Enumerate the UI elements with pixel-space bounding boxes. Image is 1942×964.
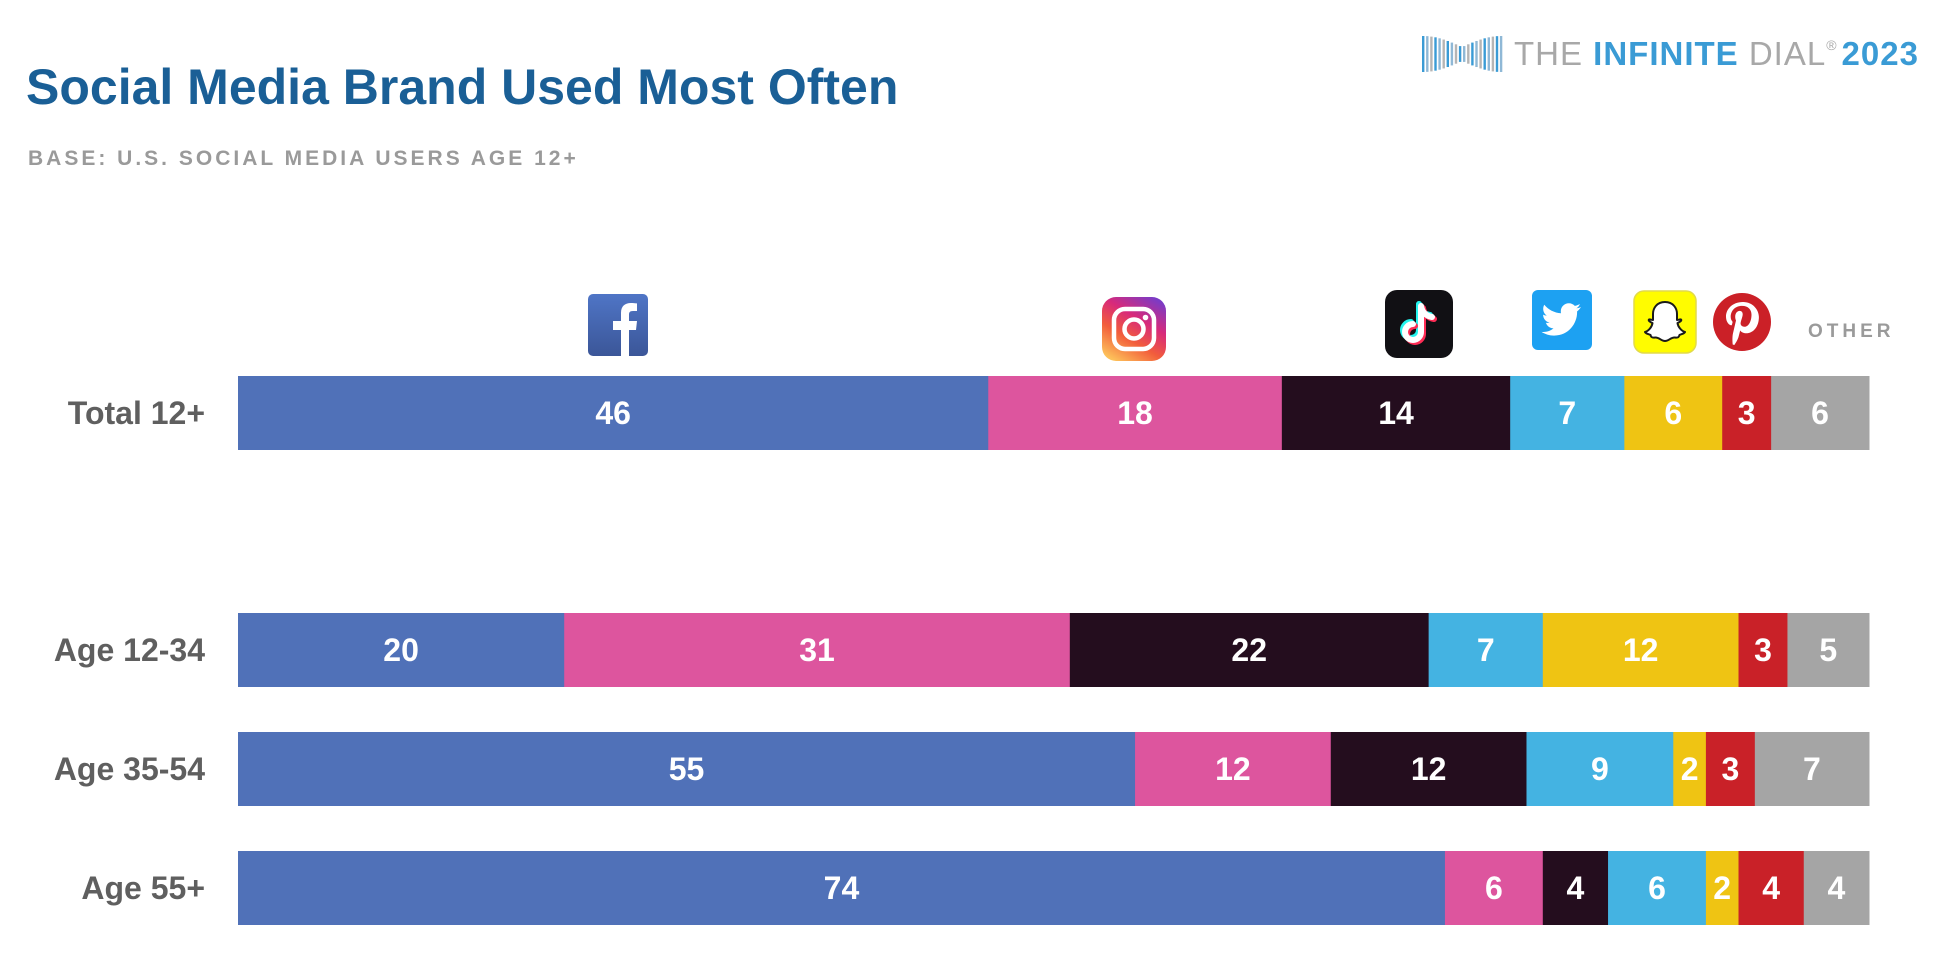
logo-bar: [1467, 44, 1470, 64]
data-label: 12: [1215, 751, 1251, 787]
data-label: 4: [1567, 870, 1585, 906]
facebook-icon: [588, 294, 648, 356]
bar-segment-instagram: [1444, 851, 1544, 925]
bar-segment-facebook: [238, 376, 989, 450]
logo-the: THE: [1514, 35, 1583, 72]
bar-segment-pinterest: [1738, 851, 1805, 925]
data-label: 2: [1681, 751, 1699, 787]
data-label: 3: [1721, 751, 1739, 787]
bar-segment-instagram: [1135, 732, 1332, 806]
bar-segment-snapchat: [1705, 851, 1740, 925]
bar-segment-instagram: [564, 613, 1071, 687]
logo-year: 2023: [1841, 35, 1919, 72]
row-label: Age 12-34: [54, 632, 205, 668]
bar-segment-snapchat: [1624, 376, 1723, 450]
logo-bar: [1463, 46, 1466, 62]
bar-segment-twitter: [1510, 376, 1625, 450]
logo-bar: [1491, 36, 1495, 72]
bar-segment-snapchat: [1542, 613, 1740, 687]
data-label: 20: [383, 632, 419, 668]
bar-segment-other: [1754, 732, 1870, 806]
data-label: 7: [1803, 751, 1821, 787]
logo-bar: [1446, 40, 1449, 68]
data-label: 5: [1819, 632, 1837, 668]
data-label: 7: [1558, 395, 1576, 431]
data-label: 6: [1664, 395, 1682, 431]
logo-bar: [1471, 42, 1474, 66]
bar-segment-twitter: [1608, 851, 1707, 925]
instagram-icon: [1102, 297, 1166, 361]
data-label: 14: [1378, 395, 1414, 431]
data-label: 3: [1738, 395, 1756, 431]
bar-segment-facebook: [238, 851, 1446, 925]
data-label: 18: [1117, 395, 1153, 431]
data-label: 4: [1762, 870, 1780, 906]
data-label: 6: [1811, 395, 1829, 431]
bar-segment-other: [1787, 613, 1870, 687]
data-label: 46: [595, 395, 631, 431]
tiktok-icon: [1385, 290, 1453, 358]
bar-segment-pinterest: [1738, 613, 1788, 687]
logo-bar: [1454, 44, 1458, 64]
bar-segment-facebook: [238, 732, 1136, 806]
twitter-icon: [1532, 290, 1592, 350]
other-legend-label: OTHER: [1808, 321, 1895, 342]
infinity-logo-icon: [1422, 36, 1503, 72]
data-label: 6: [1648, 870, 1666, 906]
pinterest-icon: [1713, 293, 1771, 351]
bar-segment-snapchat: [1673, 732, 1707, 806]
logo-bar: [1450, 42, 1454, 66]
logo-infinite: INFINITE: [1593, 35, 1739, 72]
logo-bar: [1479, 39, 1482, 69]
logo-bar: [1438, 38, 1441, 70]
bar-segment-tiktok: [1542, 851, 1609, 925]
data-label: 55: [669, 751, 705, 787]
bar-segment-facebook: [238, 613, 565, 687]
bar-segment-tiktok: [1069, 613, 1430, 687]
row-label: Age 55+: [81, 870, 205, 906]
logo-dial: DIAL: [1748, 35, 1827, 72]
chart-title: Social Media Brand Used Most Often: [26, 59, 899, 115]
data-label: 22: [1231, 632, 1267, 668]
logo-wordmark: THE INFINITE DIAL® 2023: [1514, 35, 1919, 73]
data-label: 7: [1477, 632, 1495, 668]
logo-bar: [1426, 36, 1429, 72]
registered-mark: ®: [1826, 37, 1838, 53]
data-label: 12: [1411, 751, 1447, 787]
logo-bar: [1475, 40, 1478, 68]
data-label: 12: [1623, 632, 1659, 668]
bar-segment-pinterest: [1705, 732, 1756, 806]
bar-segment-tiktok: [1281, 376, 1511, 450]
row-label: Total 12+: [68, 395, 205, 431]
logo-bar: [1458, 46, 1462, 62]
logo-bar: [1422, 36, 1425, 72]
logo-bar: [1483, 38, 1486, 70]
bar-segment-other: [1803, 851, 1870, 925]
logo-bar: [1434, 37, 1437, 71]
bar-segment-tiktok: [1330, 732, 1527, 806]
data-label: 31: [799, 632, 835, 668]
data-label: 2: [1713, 870, 1731, 906]
logo-bar: [1487, 37, 1490, 71]
data-label: 74: [824, 870, 860, 906]
bar-segment-instagram: [988, 376, 1283, 450]
infinite-dial-logo: THE INFINITE DIAL® 2023: [1420, 28, 1919, 80]
snapchat-icon: [1633, 290, 1697, 354]
bar-segment-twitter: [1526, 732, 1674, 806]
logo-bar: [1495, 36, 1499, 72]
logo-bar: [1499, 36, 1503, 72]
data-label: 4: [1827, 870, 1845, 906]
data-label: 6: [1485, 870, 1503, 906]
data-label: 9: [1591, 751, 1609, 787]
data-label: 3: [1754, 632, 1772, 668]
logo-bar: [1430, 36, 1433, 72]
logo-bar: [1442, 39, 1445, 69]
bar-segment-other: [1771, 376, 1870, 450]
bar-segment-pinterest: [1722, 376, 1772, 450]
row-label: Age 35-54: [54, 751, 205, 787]
chart-subtitle: BASE: U.S. SOCIAL MEDIA USERS AGE 12+: [28, 147, 579, 170]
bar-segment-twitter: [1428, 613, 1544, 687]
